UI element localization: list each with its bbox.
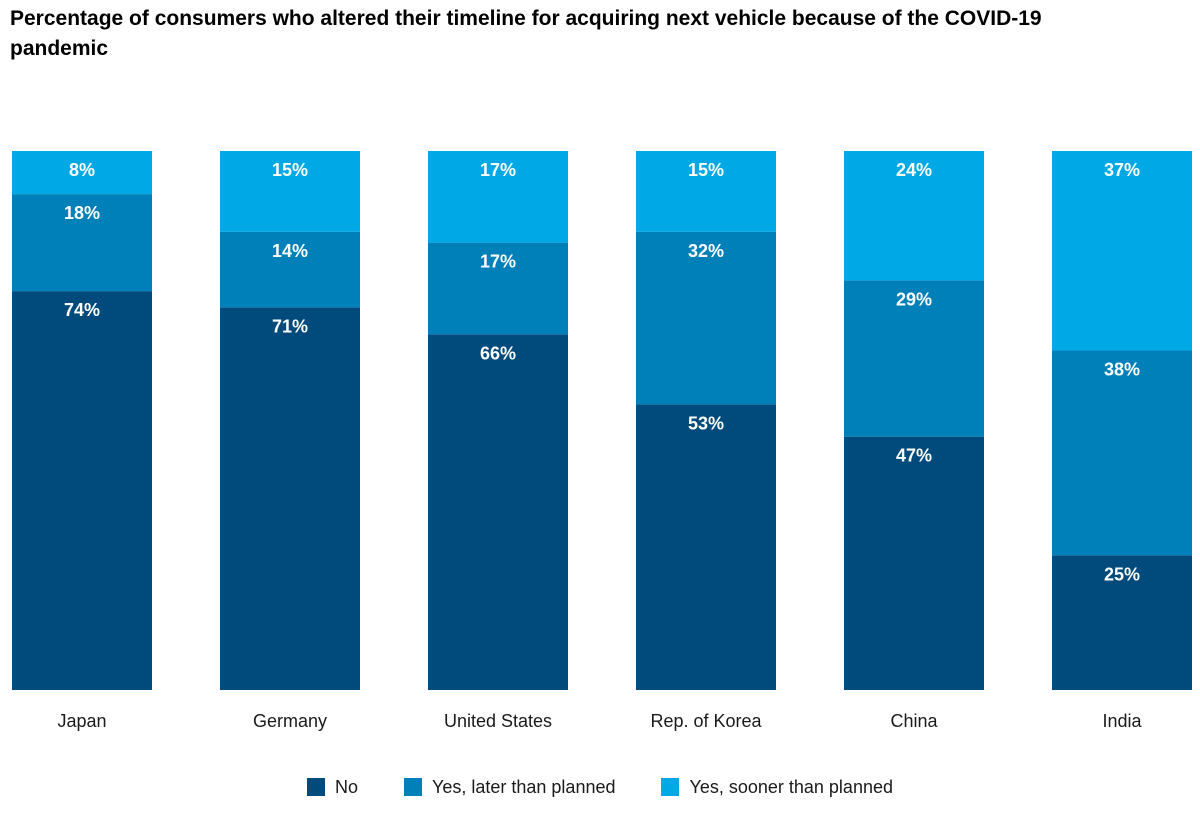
category-label-rep-of-korea: Rep. of Korea: [650, 711, 762, 731]
data-label-japan-later: 18%: [64, 203, 100, 223]
bar-japan-sooner: [12, 151, 152, 195]
legend-label-later: Yes, later than planned: [432, 776, 616, 797]
bar-rep-of-korea-sooner: [636, 151, 776, 232]
bar-japan-later: [12, 194, 152, 292]
legend-label-no: No: [334, 776, 358, 797]
data-label-india-later: 38%: [1104, 359, 1140, 379]
category-label-united-states: United States: [444, 711, 552, 731]
legend-swatch-later: [404, 778, 422, 796]
data-label-china-no: 47%: [896, 446, 932, 466]
category-label-india: India: [1102, 711, 1142, 731]
stacked-bar-chart: 74% 18% 8% Japan 71% 14% 15% Germany 66% 17% 17% Un…: [12, 151, 1192, 731]
legend-swatch-sooner: [661, 778, 680, 796]
legend-item-later: Yes, later than planned: [404, 777, 615, 798]
data-label-united-states-later: 17%: [480, 252, 516, 272]
data-label-japan-sooner: 8%: [69, 160, 95, 180]
data-label-germany-sooner: 15%: [272, 160, 308, 180]
bar-germany-no: [220, 307, 360, 690]
data-label-china-later: 29%: [896, 289, 932, 309]
data-label-germany-later: 14%: [272, 241, 308, 261]
bar-germany-sooner: [220, 151, 360, 232]
legend-item-no: No: [306, 776, 358, 798]
bar-united-states-sooner: [428, 151, 568, 243]
category-label-japan: Japan: [57, 711, 106, 731]
bar-germany-later: [220, 231, 360, 308]
bar-rep-of-korea-no: [636, 404, 776, 690]
bar-united-states-later: [428, 242, 568, 335]
legend-swatch-no: [306, 778, 325, 796]
data-label-india-no: 25%: [1104, 564, 1140, 584]
data-label-rep-of-korea-sooner: 15%: [688, 160, 724, 180]
data-label-rep-of-korea-later: 32%: [688, 241, 724, 261]
data-label-united-states-no: 66%: [480, 343, 516, 363]
bar-india-later: [1052, 350, 1192, 556]
category-label-germany: Germany: [253, 711, 327, 731]
legend: No Yes, later than planned Yes, sooner t…: [0, 774, 1200, 800]
data-label-japan-no: 74%: [64, 300, 100, 320]
data-label-germany-no: 71%: [272, 316, 308, 336]
bar-united-states-no: [428, 334, 568, 690]
bar-rep-of-korea-later: [636, 231, 776, 405]
legend-label-sooner: Yes, sooner than planned: [689, 776, 893, 797]
category-label-china: China: [890, 711, 938, 731]
data-label-china-sooner: 24%: [896, 160, 932, 180]
legend-item-sooner: Yes, sooner than planned: [661, 777, 893, 798]
data-label-united-states-sooner: 17%: [480, 160, 516, 180]
bar-india-no: [1052, 555, 1192, 690]
bar-china-later: [844, 280, 984, 437]
bar-china-no: [844, 436, 984, 690]
bar-india-sooner: [1052, 151, 1192, 351]
data-label-india-sooner: 37%: [1104, 160, 1140, 180]
bar-china-sooner: [844, 151, 984, 281]
data-label-rep-of-korea-no: 53%: [688, 413, 724, 433]
chart-title: Percentage of consumers who altered thei…: [10, 7, 1042, 60]
bar-japan-no: [12, 291, 152, 690]
